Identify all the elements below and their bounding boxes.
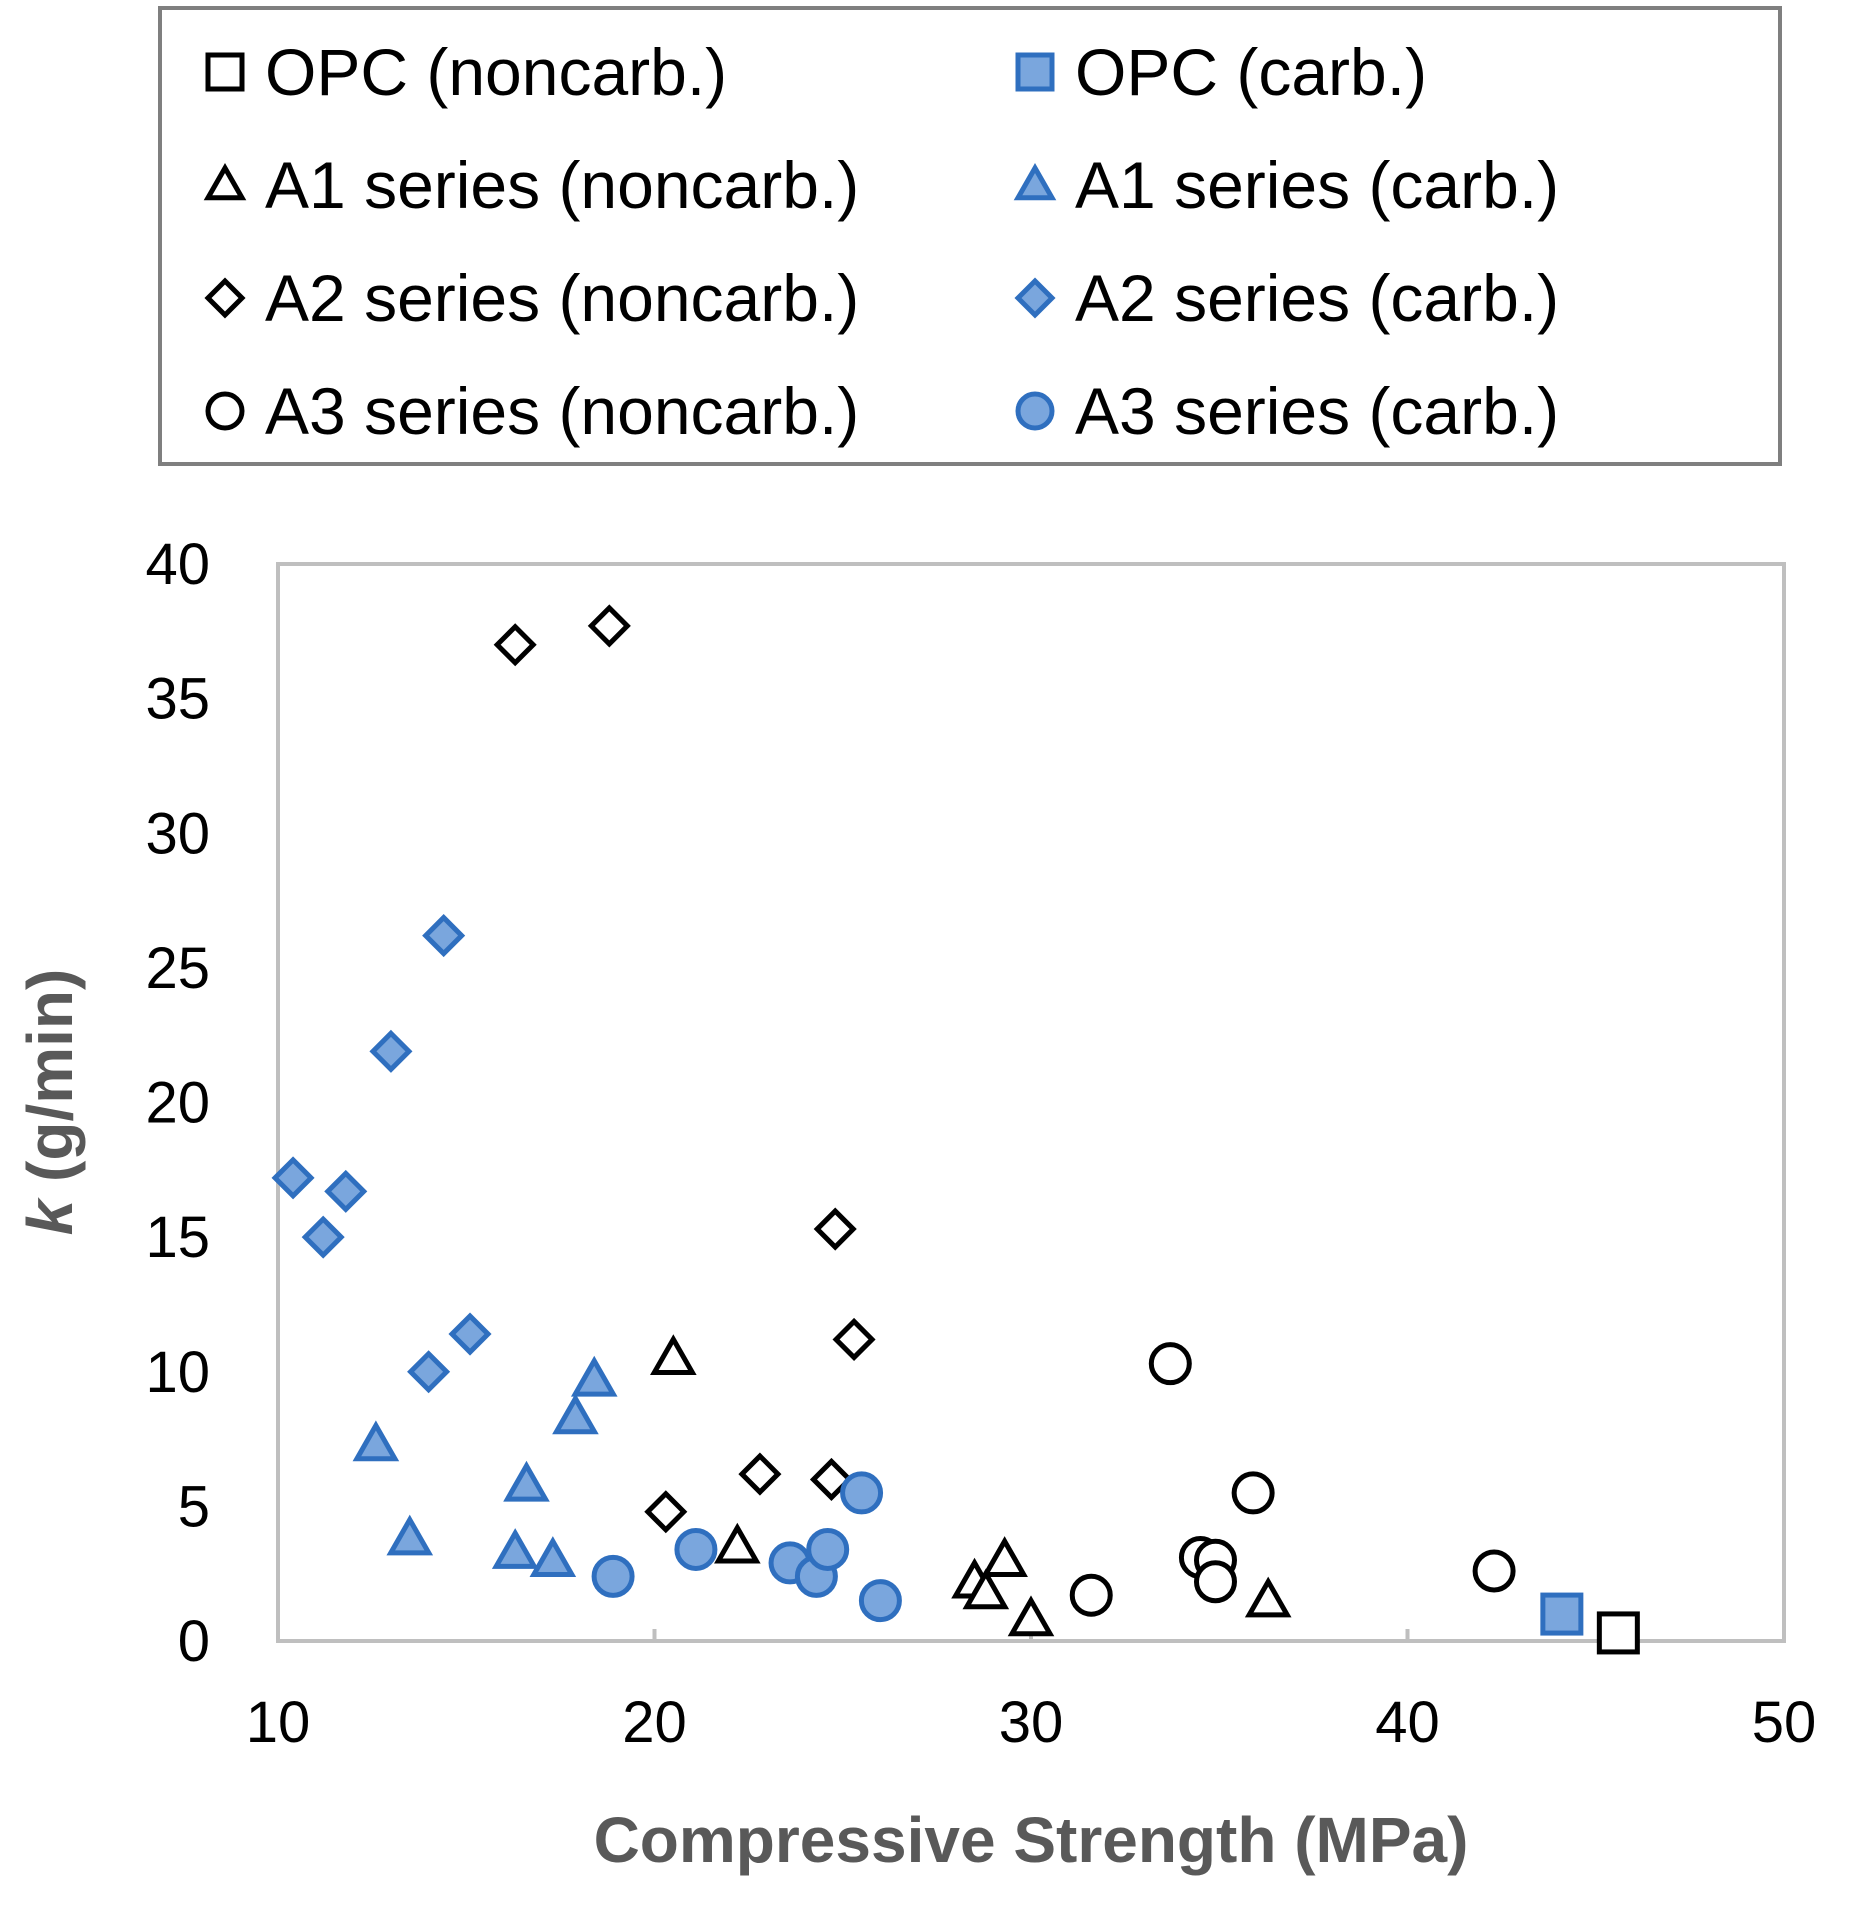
x-axis: 10 20 30 40 50 [246,1629,1817,1755]
data-point [738,1452,782,1496]
legend-marker [1015,391,1055,431]
data-point [352,1420,400,1462]
data-point [324,1169,368,1213]
x-tick-label: 30 [999,1690,1064,1755]
data-point [981,1536,1028,1577]
y-axis-title-unit: (g/min) [14,969,86,1200]
data-point [1231,1471,1275,1515]
data-point [369,1029,413,1073]
data-point [858,1579,902,1623]
y-tick-label: 15 [145,1205,210,1270]
x-axis-title: Compressive Strength (MPa) [594,1804,1469,1876]
legend-marker [1014,277,1056,319]
legend-marker [1013,162,1057,201]
legend-label: OPC (carb.) [1075,35,1427,109]
data-point [570,1355,618,1397]
data-point [809,1457,853,1501]
data-point [552,1393,599,1435]
data-point [301,1215,345,1259]
series-0 [1596,1611,1640,1655]
data-point [813,1207,857,1251]
series-7 [591,1471,902,1623]
legend-label: A1 series (carb.) [1075,148,1559,222]
y-axis-title: k (g/min) [14,969,86,1236]
legend-marker [203,162,247,201]
data-point [840,1471,884,1515]
data-point [1148,1342,1192,1386]
data-point [407,1350,451,1394]
data-point [1472,1549,1516,1593]
data-point [448,1312,492,1356]
data-point [529,1536,577,1577]
legend-marker [204,277,246,319]
y-tick-label: 30 [145,801,210,866]
data-point [674,1527,718,1571]
data-point [491,1528,539,1569]
legend-label: A2 series (carb.) [1075,261,1559,335]
data-points [271,604,1640,1655]
series-2 [650,1334,1292,1637]
x-tick-label: 50 [1752,1690,1817,1755]
x-tick-label: 20 [622,1690,687,1755]
series-4 [493,604,876,1534]
series-1 [1540,1592,1584,1636]
y-axis: 0 5 10 15 20 25 30 35 40 [145,532,210,1674]
legend: OPC (noncarb.) OPC (carb.) A1 series (nonc… [158,6,1782,466]
y-tick-label: 5 [178,1474,210,1539]
data-point [714,1522,761,1564]
x-tick-label: 10 [246,1690,311,1755]
data-point [1069,1573,1113,1617]
data-point [962,1568,1010,1610]
data-point [1007,1595,1055,1637]
data-point [271,1156,315,1200]
data-point [422,914,466,958]
data-point [1244,1576,1292,1618]
data-point [386,1514,434,1556]
data-point [832,1317,876,1361]
data-point [587,604,631,648]
legend-label: A2 series (noncarb.) [265,261,859,335]
data-point [650,1334,697,1376]
data-point [1193,1560,1237,1604]
data-point [591,1554,635,1598]
plot-area-border [276,562,1786,1643]
y-tick-label: 10 [145,1340,210,1405]
data-point [503,1460,550,1502]
legend-marker [205,391,245,431]
x-tick-label: 40 [1375,1690,1440,1755]
series-3 [352,1355,618,1577]
series-5 [271,914,492,1394]
legend-entries: OPC (noncarb.) OPC (carb.) A1 series (nonc… [203,35,1559,448]
legend-marker [205,52,245,92]
data-point [1540,1592,1584,1636]
legend-label: A3 series (noncarb.) [265,374,859,448]
y-tick-label: 25 [145,936,210,1001]
data-point [806,1527,850,1571]
series-6 [1069,1342,1516,1617]
data-point [493,623,537,667]
legend-label: OPC (noncarb.) [265,35,727,109]
data-point [1596,1611,1640,1655]
legend-label: A3 series (carb.) [1075,374,1559,448]
y-axis-title-variable: k [14,1196,86,1235]
legend-marker [1015,52,1055,92]
legend-label: A1 series (noncarb.) [265,148,859,222]
y-tick-label: 40 [145,532,210,597]
y-tick-label: 35 [145,667,210,732]
data-point [644,1490,688,1534]
legend-box [158,6,1782,466]
y-tick-label: 0 [178,1609,210,1674]
y-tick-label: 20 [145,1071,210,1136]
